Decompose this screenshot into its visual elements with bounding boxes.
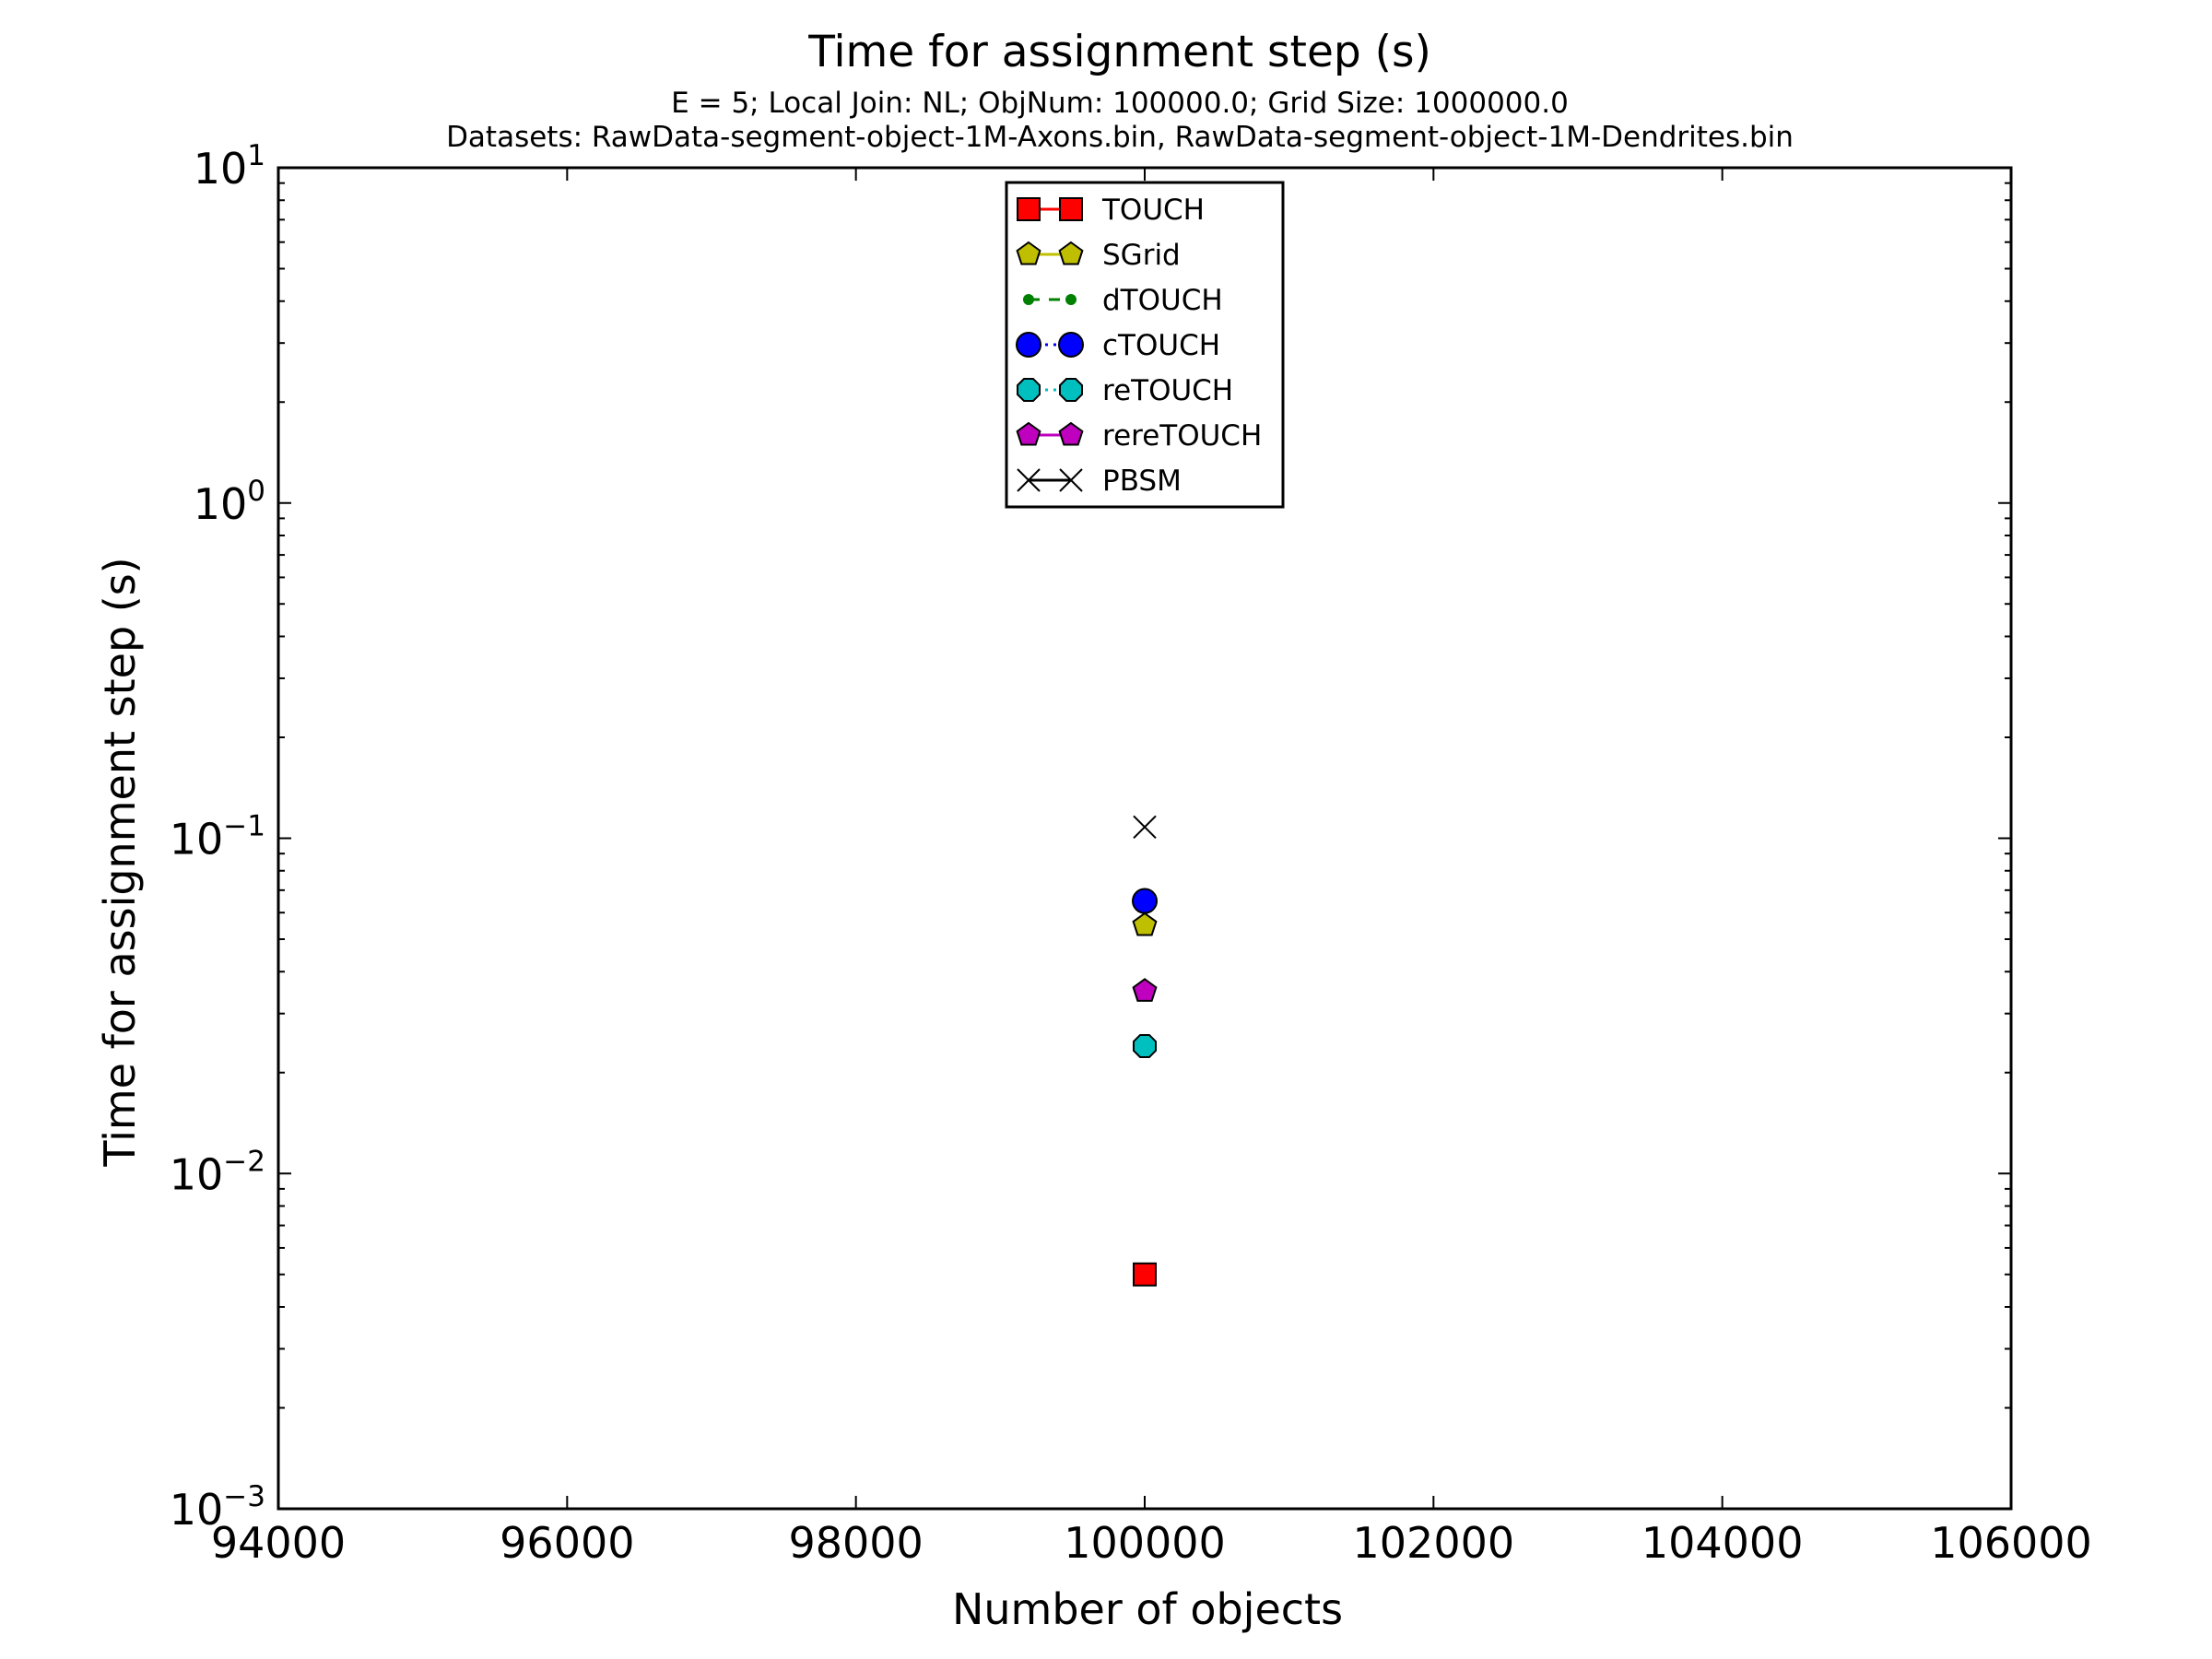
legend-label-touch: TOUCH [1101,194,1205,227]
legend-label-sgrid: SGrid [1102,239,1181,272]
point-ctouch [1132,888,1158,914]
y-tick-label: 101 [194,139,265,194]
legend-frame [1005,181,1285,509]
x-axis-label: Number of objects [952,1584,1343,1634]
x-tick-label: 106000 [1930,1518,2092,1568]
y-tick-label: 100 [194,475,265,529]
legend: TOUCH SGrid dTOUCH cTOUCH reTOUCH rereTOUCH PB… [1005,181,1285,509]
legend-marker [1065,294,1077,305]
y-tick-label: 10−1 [170,810,265,865]
x-tick-label: 104000 [1641,1518,1804,1568]
chart-subtitle-line-1: E = 5; Local Join: NL; ObjNum: 100000.0;… [671,87,1569,120]
x-tick-label: 96000 [500,1518,634,1568]
legend-marker [1017,197,1041,221]
y-axis-label: Time for assignment step (s) [95,557,145,1167]
legend-label-retouch: reTOUCH [1102,374,1233,407]
x-tick-label: 98000 [788,1518,923,1568]
data-marks [1132,815,1158,1287]
legend-marker [1017,468,1041,492]
point-retouch [1132,1033,1158,1058]
point-touch [1133,1262,1157,1287]
x-tick-label: 94000 [211,1518,346,1568]
legend-marker [1016,332,1041,358]
legend-marker [1058,241,1084,265]
legend-label-ctouch: cTOUCH [1102,329,1220,362]
legend-marker [1059,197,1083,221]
x-tick-label: 100000 [1064,1518,1226,1568]
chart-subtitle-line-2: Datasets: RawData-segment-object-1M-Axon… [446,121,1794,154]
y-tick-label: 10−2 [170,1145,265,1199]
x-tick-label: 102000 [1353,1518,1515,1568]
legend-marker [1058,377,1084,403]
legend-marker [1023,294,1034,305]
legend-marker [1058,332,1084,358]
legend-marker [1016,241,1041,265]
chart-title: Time for assignment step (s) [807,27,1431,77]
legend-label-pbsm: PBSM [1102,465,1182,498]
point-sgrid [1132,912,1158,936]
legend-label-dtouch: dTOUCH [1102,284,1223,317]
legend-marker [1058,421,1084,446]
y-tick-label: 10−3 [170,1480,265,1535]
legend-label-reretouch: rereTOUCH [1102,419,1262,453]
legend-marker [1016,377,1041,403]
legend-marker [1059,468,1083,492]
point-reretouch [1132,978,1158,1002]
legend-marker [1016,421,1041,446]
point-pbsm [1133,815,1157,840]
